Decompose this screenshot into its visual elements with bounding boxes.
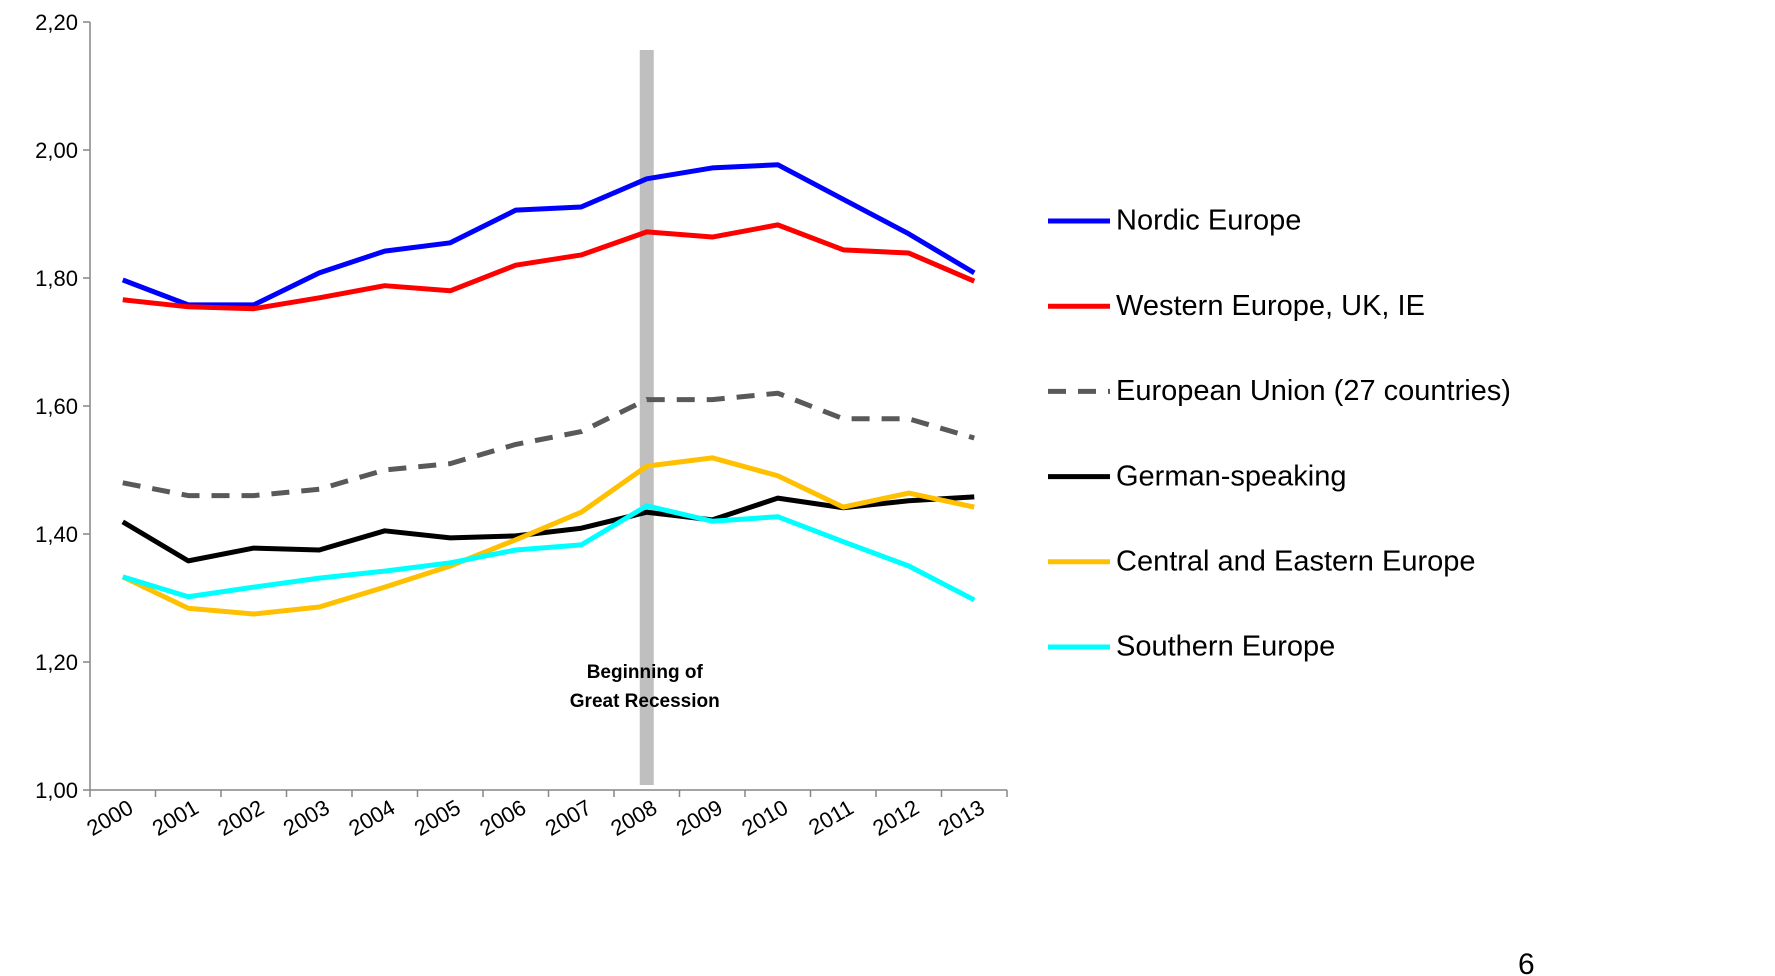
legend-label: European Union (27 countries): [1116, 375, 1511, 407]
y-tick-label: 1,00: [35, 778, 78, 803]
x-tick-label: 2001: [148, 795, 203, 841]
x-tick-label: 2005: [410, 795, 465, 841]
series-line: [121, 162, 976, 308]
y-tick-label: 2,20: [35, 10, 78, 35]
legend-label: Nordic Europe: [1116, 205, 1301, 237]
y-tick-label: 1,60: [35, 394, 78, 419]
annotation: Beginning of: [587, 662, 704, 683]
series-line: [122, 503, 976, 603]
x-tick-label: 2008: [606, 795, 661, 841]
x-tick-label: 2003: [279, 795, 334, 841]
x-tick-label: 2000: [82, 795, 137, 841]
page-number: 6: [1518, 948, 1535, 976]
legend-label: Southern Europe: [1116, 631, 1335, 663]
y-tick-label: 1,80: [35, 266, 78, 291]
legend-label: Western Europe, UK, IE: [1116, 290, 1425, 322]
annotation: Great Recession: [570, 691, 720, 712]
x-tick-label: 2002: [213, 795, 268, 841]
series-line: [122, 222, 976, 312]
x-tick-label: 2009: [672, 795, 727, 841]
y-tick-label: 2,00: [35, 138, 78, 163]
y-tick-label: 1,20: [35, 650, 78, 675]
x-tick-label: 2010: [737, 795, 792, 841]
series-line: [121, 455, 975, 617]
y-tick-label: 1,40: [35, 522, 78, 547]
x-tick-label: 2013: [934, 795, 989, 841]
x-tick-label: 2004: [344, 795, 399, 841]
legend-label: Central and Eastern Europe: [1116, 545, 1476, 577]
x-tick-label: 2012: [868, 795, 923, 841]
x-tick-label: 2006: [475, 795, 530, 841]
series-line: [122, 390, 975, 499]
x-tick-label: 2011: [804, 795, 857, 840]
legend-label: German-speaking: [1116, 460, 1347, 492]
x-tick-label: 2007: [541, 795, 596, 841]
series-line: [121, 494, 975, 564]
